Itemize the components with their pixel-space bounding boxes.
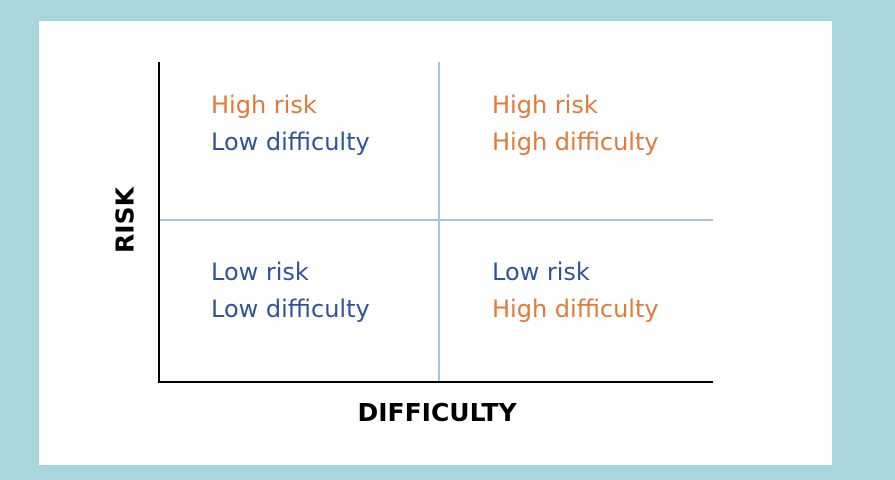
quadrant-difficulty-label: High difficulty <box>492 295 659 323</box>
quadrant-difficulty-label: Low difficulty <box>211 128 370 156</box>
y-axis-line <box>158 62 160 383</box>
quadrant-risk-label: Low risk <box>492 258 590 286</box>
x-axis-line <box>158 381 713 383</box>
x-axis-label: DIFFICULTY <box>357 398 517 427</box>
quadrant-risk-label: High risk <box>492 91 598 119</box>
quadrant-top-left: High risk Low difficulty <box>211 87 370 161</box>
quadrant-risk-label: High risk <box>211 91 317 119</box>
diagram-panel <box>39 21 832 465</box>
quadrant-difficulty-label: Low difficulty <box>211 295 370 323</box>
quadrant-difficulty-label: High difficulty <box>492 128 659 156</box>
quadrant-bottom-right: Low risk High difficulty <box>492 254 659 328</box>
quadrant-top-right: High risk High difficulty <box>492 87 659 161</box>
quadrant-bottom-left: Low risk Low difficulty <box>211 254 370 328</box>
y-axis-label: RISK <box>110 187 140 253</box>
horizontal-quadrant-divider <box>160 219 713 221</box>
vertical-quadrant-divider <box>438 62 440 381</box>
quadrant-risk-label: Low risk <box>211 258 309 286</box>
